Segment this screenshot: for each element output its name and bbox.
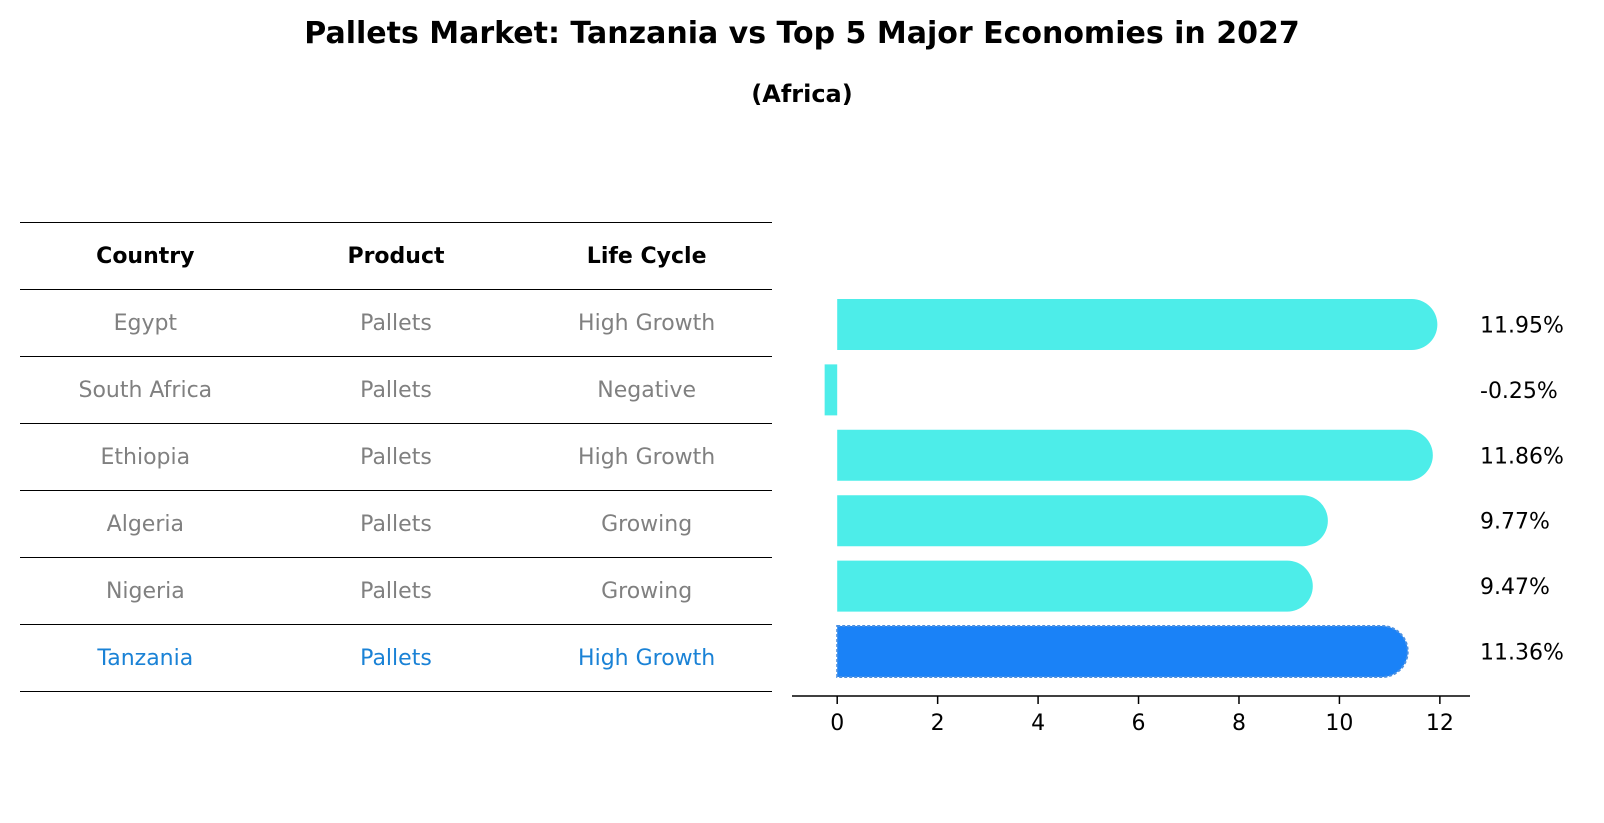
cell-country: Ethiopia <box>20 423 271 491</box>
cell-life-cycle: High Growth <box>521 624 772 692</box>
chart-subtitle: (Africa) <box>751 80 853 108</box>
bar-tanzania <box>836 625 1409 678</box>
cell-country: Tanzania <box>20 624 271 692</box>
chart-title: Pallets Market: Tanzania vs Top 5 Major … <box>304 16 1300 51</box>
bar-south-africa <box>824 364 838 416</box>
comparison-table: Country Product Life Cycle Egypt Pallets… <box>20 222 772 692</box>
header-country: Country <box>20 222 271 290</box>
table-row: Algeria Pallets Growing <box>20 490 772 558</box>
value-label: 11.95% <box>1480 314 1564 339</box>
bar-ethiopia <box>837 429 1433 481</box>
cell-life-cycle: High Growth <box>521 289 772 357</box>
table-row: Ethiopia Pallets High Growth <box>20 423 772 491</box>
table-header-row: Country Product Life Cycle <box>20 222 772 290</box>
cell-product: Pallets <box>270 423 522 491</box>
cell-product: Pallets <box>270 490 522 558</box>
bar-egypt <box>837 299 1438 350</box>
cell-life-cycle: Growing <box>521 557 772 625</box>
x-tick-label: 6 <box>1132 711 1146 736</box>
cell-country: Egypt <box>20 289 271 357</box>
cell-product: Pallets <box>270 624 522 692</box>
bar-algeria <box>837 495 1328 547</box>
value-label: 9.77% <box>1480 510 1550 535</box>
x-tick-label: 0 <box>830 711 844 736</box>
cell-product: Pallets <box>270 289 522 357</box>
table-row: Egypt Pallets High Growth <box>20 289 772 357</box>
header-product: Product <box>270 222 522 290</box>
x-tick-label: 8 <box>1232 711 1246 736</box>
cell-life-cycle: Negative <box>521 356 772 424</box>
cell-country: South Africa <box>20 356 271 424</box>
x-tick-label: 12 <box>1426 711 1454 736</box>
x-tick-label: 4 <box>1031 711 1045 736</box>
cell-country: Nigeria <box>20 557 271 625</box>
table-row: South Africa Pallets Negative <box>20 356 772 424</box>
cell-life-cycle: High Growth <box>521 423 772 491</box>
x-tick-label: 10 <box>1325 711 1353 736</box>
cell-life-cycle: Growing <box>521 490 772 558</box>
cell-product: Pallets <box>270 557 522 625</box>
value-label: 9.47% <box>1480 575 1550 600</box>
cell-product: Pallets <box>270 356 522 424</box>
value-label: 11.86% <box>1480 444 1564 469</box>
bar-nigeria <box>837 560 1313 612</box>
value-label: -0.25% <box>1480 379 1558 404</box>
header-life-cycle: Life Cycle <box>521 222 772 290</box>
table-row-highlight: Tanzania Pallets High Growth <box>20 624 772 692</box>
value-label: 11.36% <box>1480 641 1564 666</box>
table-row: Nigeria Pallets Growing <box>20 557 772 625</box>
x-tick-label: 2 <box>931 711 945 736</box>
cell-country: Algeria <box>20 490 271 558</box>
